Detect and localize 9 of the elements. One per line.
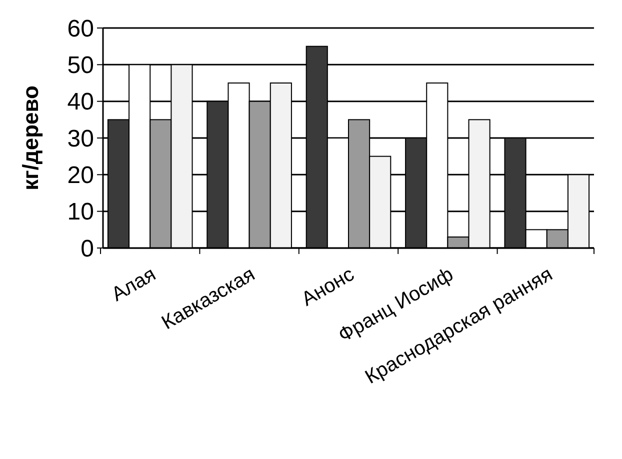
y-tick-label: 60 — [67, 15, 94, 42]
y-tick-label: 10 — [67, 198, 94, 226]
x-tick-label: Алая — [108, 263, 160, 306]
y-tick-label: 0 — [80, 235, 94, 262]
y-tick-label: 20 — [67, 162, 94, 190]
y-axis-title: кг/дерево — [18, 86, 43, 190]
y-tick-label: 30 — [67, 125, 94, 152]
y-tick-label: 50 — [67, 52, 94, 80]
y-tick-label: 40 — [67, 88, 94, 116]
